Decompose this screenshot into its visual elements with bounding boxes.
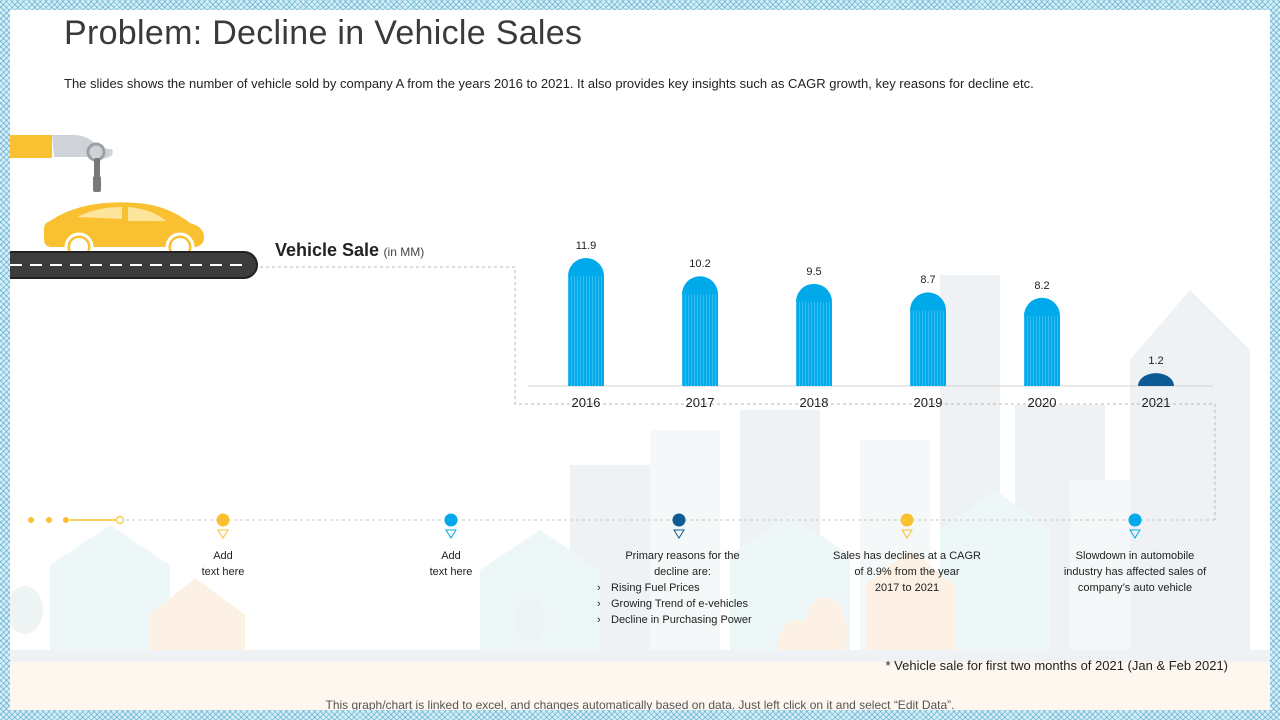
- timeline-text-line: Add: [213, 550, 233, 562]
- chart-title-text: Vehicle Sale: [275, 240, 380, 260]
- timeline-text-line: industry has affected sales of: [1063, 566, 1207, 578]
- bar-value-label-2017: 10.2: [689, 258, 711, 271]
- footnote: * Vehicle sale for first two months of 2…: [885, 658, 1228, 673]
- decline-reasons: Primary reasons for the decline are: Risin…: [595, 548, 770, 628]
- x-tick-label-2018: 2018: [799, 395, 829, 410]
- bar-texture-2019: [910, 310, 946, 386]
- timeline-marker-1: [215, 512, 231, 545]
- connector-lines: [28, 266, 1216, 525]
- timeline-marker-4: [899, 512, 915, 545]
- decline-reason-item: Rising Fuel Prices: [595, 580, 770, 596]
- bar-texture-2020: [1024, 315, 1060, 386]
- chart-title: Vehicle Sale (in MM): [275, 240, 424, 261]
- x-tick-label-2019: 2019: [913, 395, 943, 410]
- bar-value-label-2020: 8.2: [1034, 279, 1050, 292]
- slide-title: Problem: Decline in Vehicle Sales: [64, 14, 583, 52]
- x-tick-label-2021: 2021: [1141, 395, 1171, 410]
- timeline-text-line: company’s auto vehicle: [1077, 582, 1193, 594]
- decline-reason-item: Growing Trend of e-vehicles: [595, 596, 770, 612]
- timeline-text-line: of 8.9% from the year: [854, 566, 960, 578]
- timeline-text-line: Add: [441, 550, 461, 562]
- vehicle-sale-chart: [528, 258, 1213, 387]
- bar-texture-2017: [682, 294, 718, 386]
- decline-reason-item: Decline in Purchasing Power: [595, 612, 770, 628]
- bar-value-label-2019: 8.7: [920, 274, 936, 287]
- timeline-text-line: text here: [201, 566, 245, 578]
- timeline-text-5: Slowdown in automobile industry has affec…: [1045, 548, 1225, 596]
- decline-reasons-heading-line: decline are:: [654, 566, 711, 578]
- timeline-marker-3: [671, 512, 687, 545]
- hand-with-key-icon: [10, 135, 113, 192]
- timeline-text-2: Add text here: [361, 548, 541, 580]
- slide: Problem: Decline in Vehicle Sales The sl…: [10, 10, 1270, 710]
- timeline-text-line: Sales has declines at a CAGR: [833, 550, 981, 562]
- decline-reasons-list: Rising Fuel PricesGrowing Trend of e-veh…: [595, 580, 770, 628]
- bar-value-label-2021: 1.2: [1148, 355, 1164, 368]
- road-icon: [10, 251, 258, 279]
- timeline-text-line: text here: [429, 566, 473, 578]
- chart-title-unit: (in MM): [383, 245, 425, 259]
- bar-value-label-2018: 9.5: [806, 265, 822, 278]
- bar-value-label-2016: 11.9: [575, 240, 597, 252]
- timeline-text-line: 2017 to 2021: [874, 582, 940, 594]
- timeline-marker-5: [1127, 512, 1143, 545]
- timeline-marker-2: [443, 512, 459, 545]
- decline-reasons-heading: Primary reasons for the decline are:: [595, 548, 770, 580]
- x-tick-label-2017: 2017: [685, 395, 715, 410]
- slide-subtitle: The slides shows the number of vehicle s…: [64, 76, 1034, 91]
- timeline-text-4: Sales has declines at a CAGR of 8.9% from…: [817, 548, 997, 596]
- bar-texture-2016: [568, 276, 604, 386]
- x-tick-label-2016: 2016: [571, 395, 601, 410]
- x-tick-label-2020: 2020: [1027, 395, 1057, 410]
- timeline-text-line: Slowdown in automobile: [1075, 550, 1195, 562]
- bar-texture-2018: [796, 301, 832, 386]
- decline-reasons-heading-line: Primary reasons for the: [625, 550, 740, 562]
- edit-data-disclaimer: This graph/chart is linked to excel, and…: [325, 698, 955, 710]
- timeline-text-1: Add text here: [133, 548, 313, 580]
- bar-2021: [1138, 373, 1174, 386]
